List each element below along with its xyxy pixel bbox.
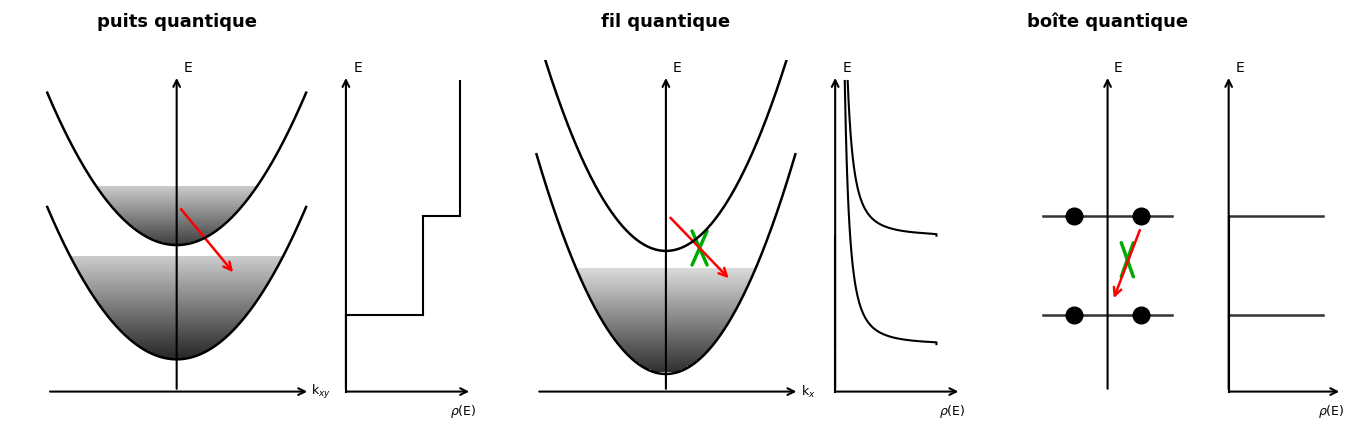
- Text: $\rho$(E): $\rho$(E): [939, 403, 966, 420]
- Text: fil quantique: fil quantique: [601, 13, 731, 31]
- Text: E: E: [353, 61, 361, 75]
- Text: $\rho$(E): $\rho$(E): [450, 403, 477, 420]
- Text: E: E: [1235, 61, 1243, 75]
- Text: E: E: [843, 61, 851, 75]
- Text: $\rho$(E): $\rho$(E): [1318, 403, 1344, 420]
- Text: E: E: [673, 61, 681, 75]
- Text: k$_{xy}$: k$_{xy}$: [311, 383, 332, 400]
- Text: k$_x$: k$_x$: [800, 384, 815, 400]
- Text: puits quantique: puits quantique: [96, 13, 257, 31]
- Text: E: E: [183, 61, 192, 75]
- Text: E: E: [1114, 61, 1123, 75]
- Text: boîte quantique: boîte quantique: [1027, 13, 1188, 32]
